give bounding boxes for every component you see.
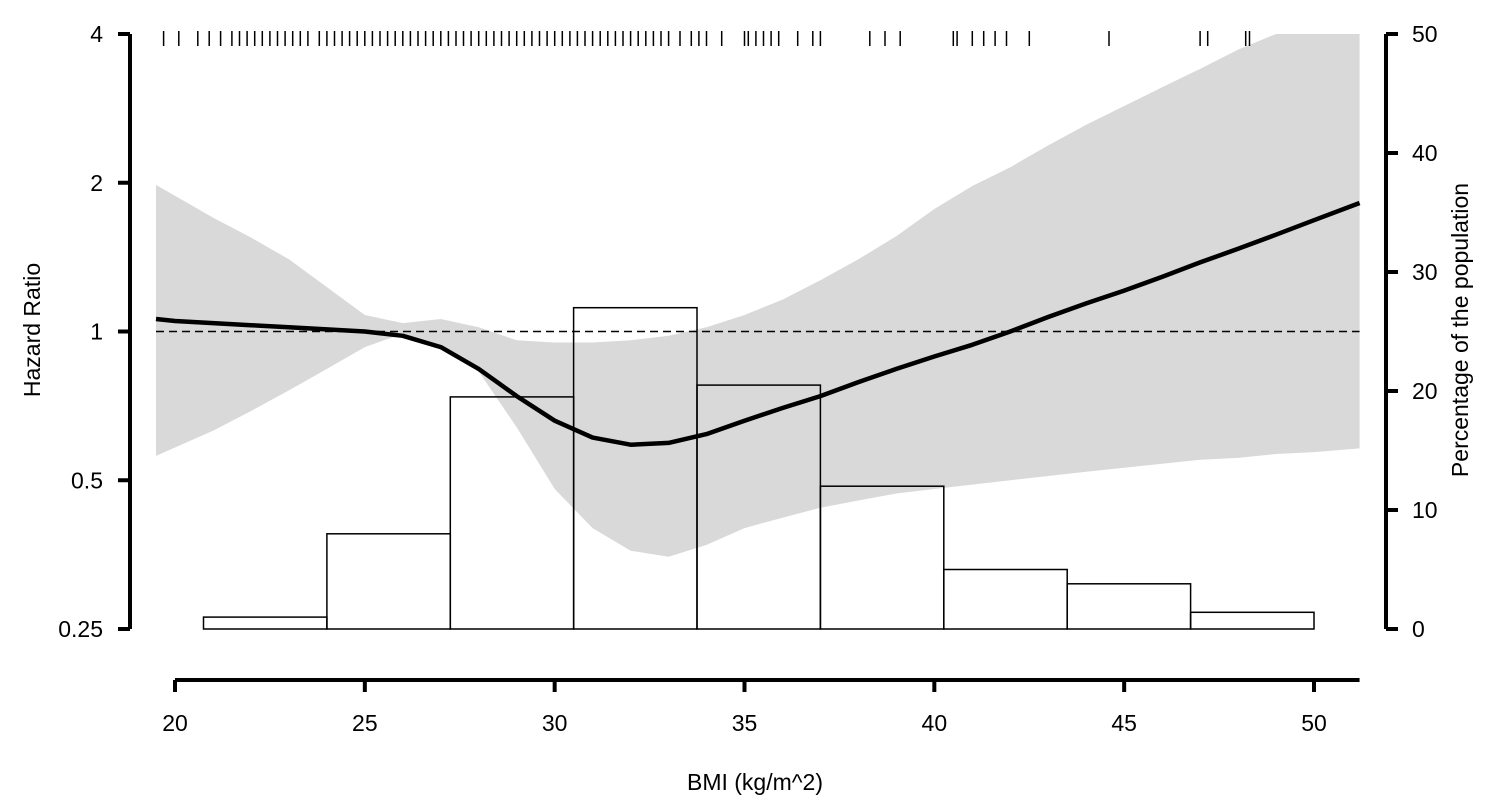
left-tick-label: 1 — [90, 319, 103, 345]
right-tick-label: 10 — [1412, 497, 1438, 523]
right-tick-label: 50 — [1412, 21, 1438, 47]
confidence-band — [156, 34, 1360, 557]
right-tick-label: 0 — [1412, 616, 1425, 642]
bottom-tick-label: 25 — [352, 710, 378, 736]
left-tick-label: 2 — [90, 170, 103, 196]
histogram-bar — [326, 533, 452, 630]
histogram-bar — [1066, 583, 1192, 630]
x-axis-title: BMI (kg/m^2) — [687, 769, 823, 795]
right-tick-label: 20 — [1412, 378, 1438, 404]
bottom-tick-label: 35 — [732, 710, 758, 736]
left-tick-label: 4 — [90, 21, 103, 47]
histogram-bar — [943, 568, 1068, 630]
confidence-band-layer — [156, 34, 1360, 557]
right-tick-label: 30 — [1412, 259, 1438, 285]
bottom-tick-label: 20 — [162, 710, 188, 736]
y-axis-title: Hazard Ratio — [19, 263, 45, 397]
bottom-tick-label: 30 — [542, 710, 568, 736]
bottom-tick-label: 45 — [1111, 710, 1137, 736]
histogram-bar — [819, 485, 945, 630]
hazard-ratio-curve — [155, 200, 1361, 447]
left-tick-label: 0.25 — [58, 616, 103, 642]
left-tick-label: 0.5 — [71, 467, 103, 493]
y2-axis-title: Percentage of the population — [1447, 183, 1473, 477]
histogram-layer — [202, 306, 1315, 630]
histogram-bar — [1189, 611, 1315, 630]
bottom-tick-label: 50 — [1301, 710, 1327, 736]
rug-layer — [162, 31, 1251, 46]
right-tick-label: 40 — [1412, 140, 1438, 166]
bottom-tick-label: 40 — [922, 710, 948, 736]
hazard-curve-layer — [155, 200, 1361, 447]
histogram-bar — [202, 616, 328, 630]
